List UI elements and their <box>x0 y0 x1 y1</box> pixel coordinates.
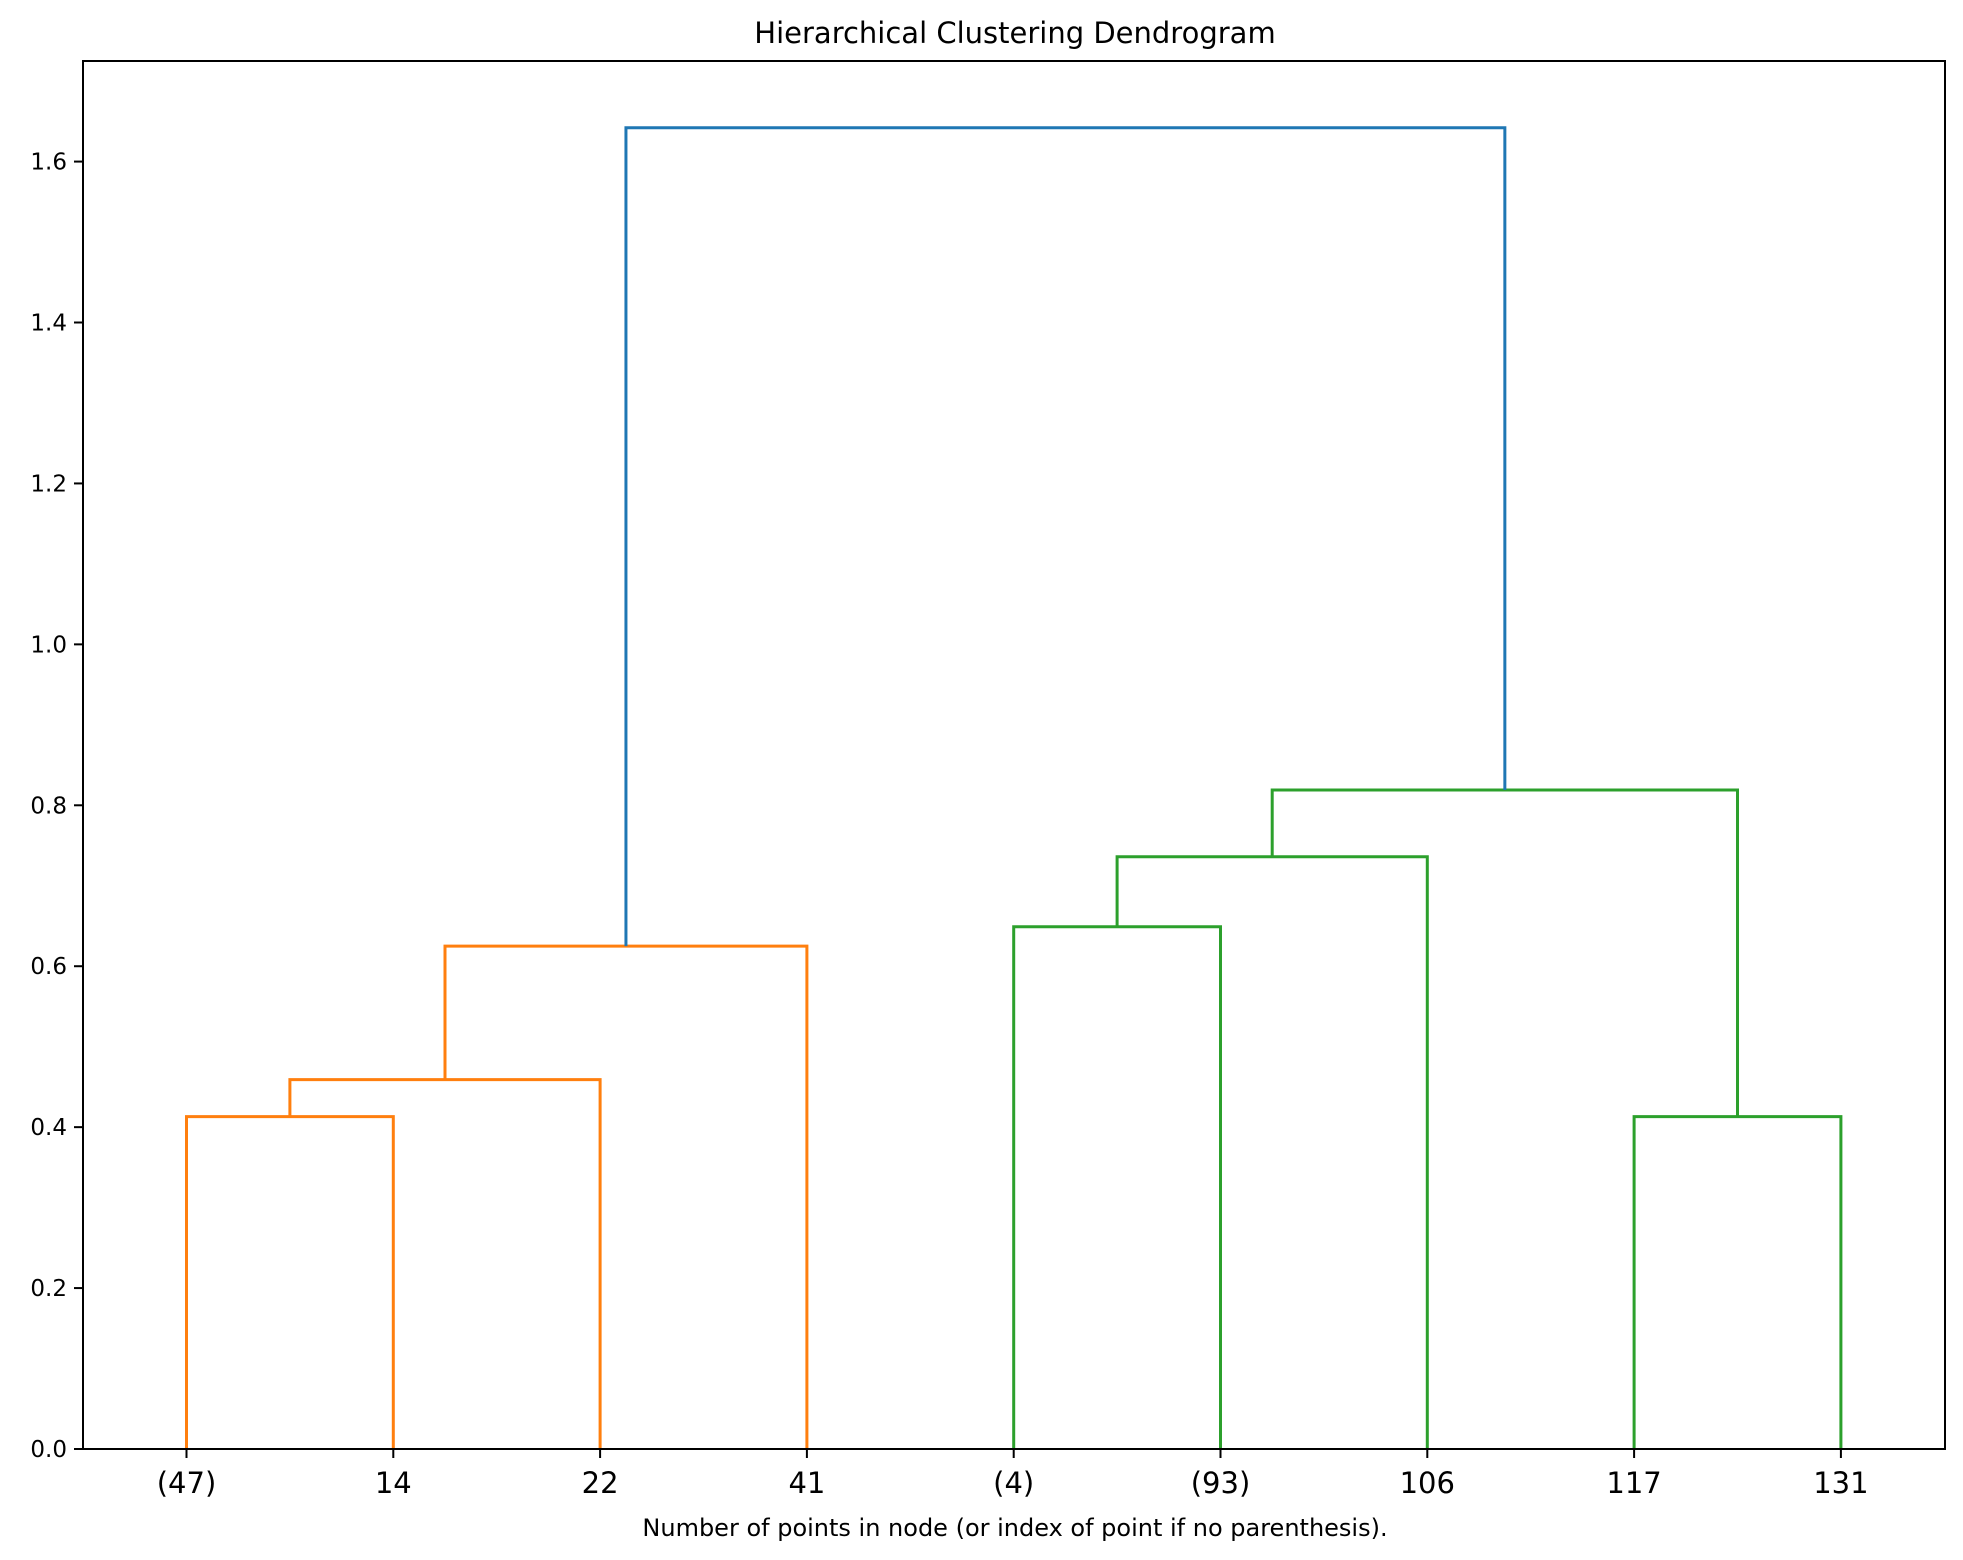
dendrogram-links <box>185 126 1843 1449</box>
y-tick-label: 1.4 <box>30 311 67 337</box>
x-tick-label: 131 <box>1813 1466 1868 1500</box>
x-tick-label: 22 <box>582 1466 619 1500</box>
y-tick-label: 1.2 <box>30 471 67 497</box>
x-axis-label: Number of points in node (or index of po… <box>642 1514 1387 1542</box>
dendrogram-link-2 <box>443 944 809 1449</box>
dendrogram-link-4 <box>1115 855 1429 1449</box>
x-tick-label: (93) <box>1191 1466 1251 1500</box>
plot-frame <box>82 60 1946 1450</box>
y-axis-ticks: 0.0 0.2 0.4 0.6 0.8 1.0 1.2 1.4 1.6 <box>30 150 83 1463</box>
chart-title: Hierarchical Clustering Dendrogram <box>754 16 1275 50</box>
x-tick-label: (4) <box>993 1466 1034 1500</box>
y-tick-label: 1.0 <box>30 632 67 658</box>
y-tick-label: 0.6 <box>30 954 67 980</box>
dendrogram-link-3 <box>1012 925 1222 1449</box>
x-tick-label: (47) <box>157 1466 217 1500</box>
dendrogram-link-5 <box>1632 1115 1843 1449</box>
x-tick-label: 117 <box>1606 1466 1661 1500</box>
x-axis-ticks: (47) 14 22 41 (4) (93) 106 117 131 <box>157 1449 1869 1500</box>
x-tick-label: 41 <box>788 1466 825 1500</box>
x-tick-label: 106 <box>1400 1466 1455 1500</box>
y-tick-label: 0.4 <box>30 1115 67 1141</box>
y-tick-label: 0.8 <box>30 793 67 819</box>
y-tick-label: 0.0 <box>30 1437 67 1463</box>
y-tick-label: 1.6 <box>30 150 67 176</box>
x-tick-label: 14 <box>375 1466 412 1500</box>
dendrogram-link-6 <box>1270 788 1739 1117</box>
dendrogram-link-1 <box>288 1078 602 1449</box>
y-tick-label: 0.2 <box>30 1276 67 1302</box>
dendrogram-link-7 <box>624 126 1507 947</box>
dendrogram-link-0 <box>185 1115 395 1449</box>
